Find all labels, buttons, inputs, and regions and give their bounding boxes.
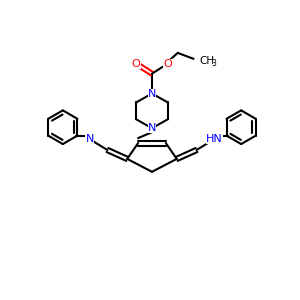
Text: N: N <box>85 134 94 144</box>
Text: N: N <box>148 123 156 133</box>
Text: O: O <box>132 59 140 69</box>
Text: HN: HN <box>206 134 223 144</box>
Text: N: N <box>148 88 156 98</box>
Text: O: O <box>164 59 172 69</box>
Text: CH: CH <box>200 56 215 66</box>
Text: 3: 3 <box>212 59 216 68</box>
